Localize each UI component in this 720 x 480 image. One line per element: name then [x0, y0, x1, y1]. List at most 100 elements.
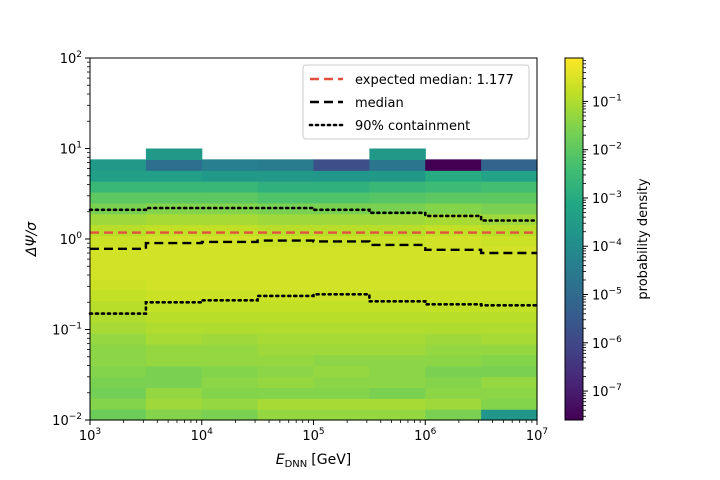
x-tick-label: 103: [79, 427, 101, 444]
heatmap-cell: [481, 365, 538, 378]
heatmap-cell: [145, 181, 203, 193]
heatmap-cell: [90, 191, 147, 204]
heatmap-cell: [425, 257, 482, 269]
heatmap-cell: [481, 398, 538, 410]
heatmap-cell: [425, 322, 482, 334]
heatmap-cell: [201, 289, 259, 302]
heatmap-cell: [257, 257, 315, 269]
heatmap-cell: [425, 235, 482, 247]
heatmap-cell: [257, 170, 315, 182]
heatmap-cell: [145, 289, 203, 302]
heatmap-cell: [369, 398, 426, 410]
heatmap-cell: [90, 387, 147, 399]
heatmap-cell: [145, 191, 203, 204]
colorbar-tick-label: 10−4: [592, 238, 622, 255]
heatmap-cell: [369, 409, 426, 421]
heatmap-cell: [90, 409, 147, 421]
heatmap-cell: [369, 278, 426, 291]
heatmap-cell: [201, 376, 259, 389]
heatmap-cell: [90, 213, 147, 226]
heatmap-cell: [90, 354, 147, 367]
plot-lines: [88, 206, 539, 315]
heatmap-cell: [313, 257, 370, 269]
x-tick-label: 104: [191, 427, 214, 444]
x-tick-label: 105: [302, 427, 324, 444]
heatmap-cell: [313, 300, 370, 312]
colorbar-tick-label: 10−2: [592, 142, 622, 159]
heatmap-cell: [481, 343, 538, 356]
heatmap-cell: [369, 191, 426, 204]
heatmap-cell: [313, 202, 370, 215]
heatmap-cell: [425, 376, 482, 389]
heatmap-cell: [257, 289, 315, 302]
heatmap-cell: [90, 159, 147, 171]
heatmap-cell: [90, 365, 147, 378]
heatmap-cell: [369, 387, 426, 399]
heatmap-cell: [425, 409, 482, 421]
heatmap-cell: [369, 365, 426, 378]
y-axis: 10−2 10−1 100 101 102: [52, 50, 90, 429]
heatmap-cell: [425, 289, 482, 302]
heatmap-cell: [145, 387, 203, 399]
heatmap-cell: [481, 267, 538, 280]
heatmap-cell: [201, 343, 259, 356]
heatmap-cell: [90, 343, 147, 356]
legend-entry-label: 90% containment: [355, 119, 470, 134]
heatmap-cell: [313, 181, 370, 193]
heatmap-cell: [90, 289, 147, 302]
heatmap-cell: [201, 224, 259, 236]
series-line-1: [90, 239, 537, 255]
heatmap-cell: [257, 224, 315, 236]
heatmap-cell: [313, 213, 370, 226]
heatmap-cell: [425, 159, 482, 171]
heatmap-cell: [257, 365, 315, 378]
heatmap-cell: [201, 159, 259, 171]
heatmap-cell: [145, 148, 203, 160]
heatmap-cell: [201, 311, 259, 323]
heatmap-cell: [90, 267, 147, 280]
heatmap-cell: [425, 398, 482, 410]
heatmap-cell: [201, 202, 259, 215]
heatmap-cell: [481, 159, 538, 171]
heatmap-cell: [425, 267, 482, 280]
heatmap-cell: [145, 159, 203, 171]
heatmap-cell: [313, 387, 370, 399]
heatmap-cell: [481, 409, 538, 421]
heatmap-cells: [90, 148, 538, 421]
heatmap-cell: [201, 246, 259, 258]
heatmap-cell: [313, 159, 370, 171]
heatmap-cell: [145, 213, 203, 226]
heatmap-cell: [369, 333, 426, 345]
heatmap-cell: [257, 181, 315, 193]
heatmap-cell: [90, 235, 147, 247]
heatmap-cell: [90, 170, 147, 182]
heatmap-cell: [257, 343, 315, 356]
heatmap-cell: [425, 300, 482, 312]
y-axis-label: ΔΨ/σ: [24, 221, 40, 257]
heatmap-cell: [369, 267, 426, 280]
heatmap-cell: [90, 246, 147, 258]
heatmap-cell: [257, 322, 315, 334]
heatmap-cell: [257, 278, 315, 291]
heatmap-cell: [313, 224, 370, 236]
heatmap-cell: [90, 333, 147, 345]
heatmap-cell: [481, 181, 538, 193]
heatmap-cell: [481, 202, 538, 215]
heatmap-cell: [481, 387, 538, 399]
heatmap-cell: [425, 333, 482, 345]
heatmap-cell: [425, 311, 482, 323]
heatmap-cell: [145, 398, 203, 410]
legend-box: [302, 64, 530, 140]
y-tick-label: 100: [60, 231, 83, 248]
x-axis-label-sub: DNN: [285, 459, 308, 470]
heatmap-cell: [90, 278, 147, 291]
heatmap-cell: [313, 343, 370, 356]
heatmap-cell: [313, 365, 370, 378]
legend-entry-label: median: [355, 96, 404, 111]
heatmap-cell: [369, 202, 426, 215]
colorbar-label: probability density: [636, 178, 651, 299]
colorbar-ticks: 10−7 10−6 10−5 10−4 10−3 10−2 10−1: [583, 60, 622, 417]
heatmap-cell: [481, 278, 538, 291]
heatmap-cell: [369, 213, 426, 226]
heatmap-cell: [145, 170, 203, 182]
